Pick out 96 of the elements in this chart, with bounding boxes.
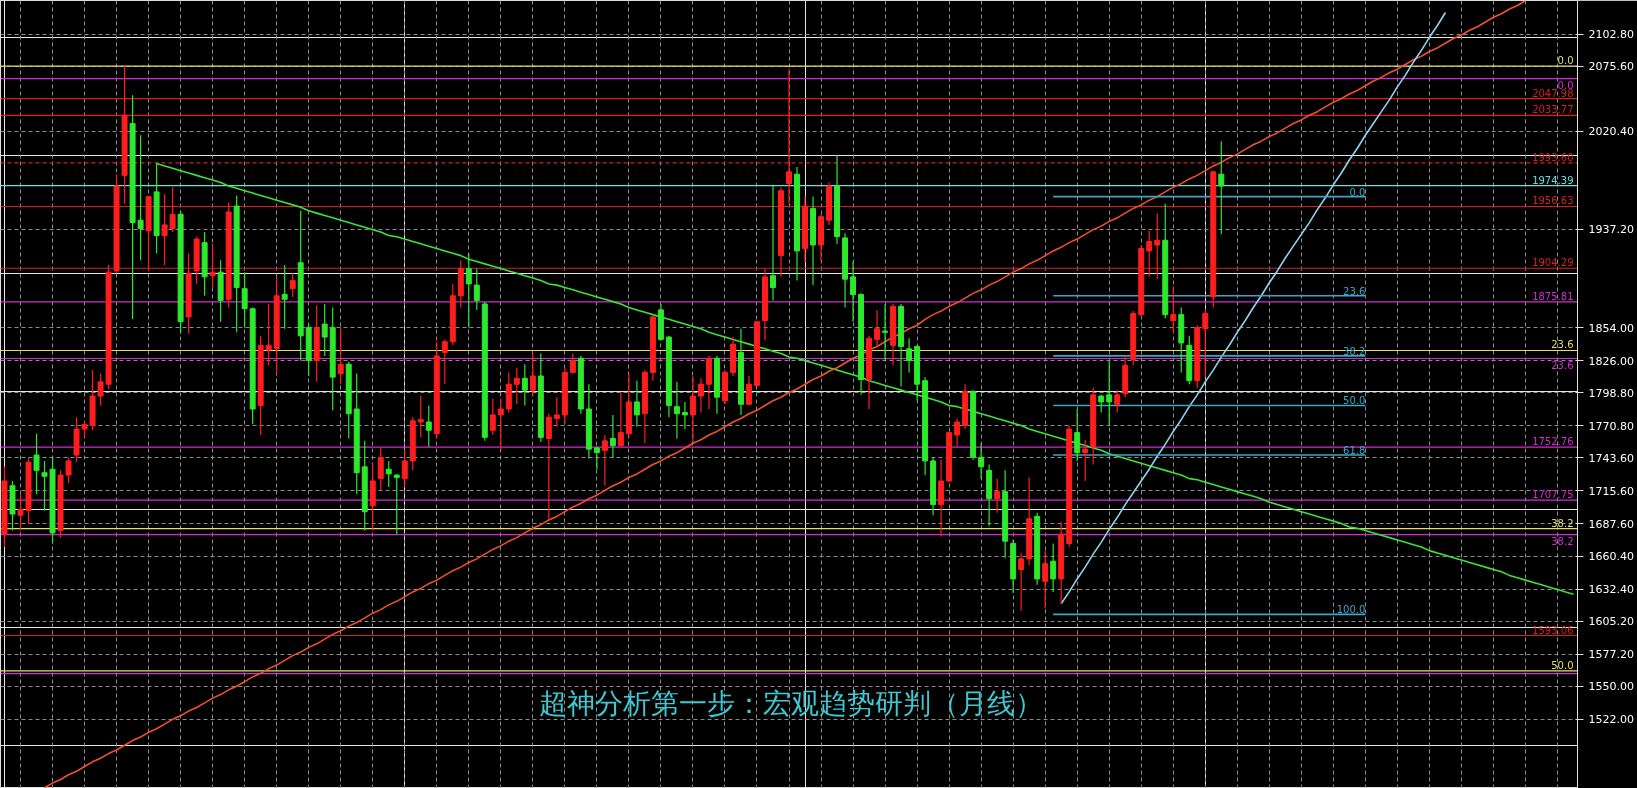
annotation: 23.6 bbox=[1551, 339, 1574, 351]
y-tick-label: 1632.40 bbox=[1588, 583, 1634, 597]
ref-line-label: 1904.29 bbox=[1532, 257, 1574, 269]
candlestick bbox=[569, 352, 576, 375]
candlestick bbox=[681, 401, 688, 430]
candlestick bbox=[1074, 408, 1081, 462]
candlestick bbox=[770, 185, 776, 302]
candlestick bbox=[441, 338, 448, 385]
y-tick-label: 1854.00 bbox=[1588, 321, 1634, 335]
candlestick bbox=[473, 267, 480, 311]
y-tick-label: 1937.20 bbox=[1588, 223, 1634, 237]
ref-line-label: 1752.76 bbox=[1532, 436, 1574, 448]
candlestick bbox=[609, 414, 616, 458]
candlestick bbox=[1050, 542, 1057, 593]
candlestick bbox=[65, 456, 72, 484]
candlestick bbox=[633, 380, 640, 428]
ref-line-label: 1875.81 bbox=[1532, 290, 1574, 302]
candlestick bbox=[745, 375, 752, 407]
candlestick bbox=[393, 473, 400, 535]
ref-line-label: 2033.77 bbox=[1532, 104, 1574, 116]
candlestick bbox=[697, 377, 704, 414]
candlestick bbox=[601, 434, 608, 487]
candlestick bbox=[497, 397, 504, 451]
candlestick bbox=[553, 396, 560, 428]
candlestick bbox=[994, 478, 1001, 514]
annotation: 38.2 bbox=[1551, 535, 1574, 547]
ref-line-label: 1974.39 bbox=[1532, 174, 1574, 186]
candlestick bbox=[385, 460, 392, 488]
candlestick bbox=[289, 272, 296, 298]
candlestick bbox=[689, 375, 696, 443]
candlestick bbox=[1042, 550, 1049, 610]
candlestick bbox=[938, 459, 945, 538]
ref-line-label: 1956.63 bbox=[1532, 195, 1574, 207]
candlestick bbox=[521, 363, 528, 407]
y-tick-label: 1522.00 bbox=[1588, 713, 1634, 727]
candlestick bbox=[1154, 212, 1161, 280]
candlestick bbox=[882, 303, 889, 362]
candlestick bbox=[874, 309, 881, 348]
annotation: 38.2 bbox=[1551, 517, 1574, 529]
candlestick bbox=[786, 68, 792, 205]
candlestick bbox=[529, 352, 536, 397]
candlestick bbox=[209, 243, 216, 289]
line-series bbox=[43, 0, 1527, 788]
y-tick-label: 2075.60 bbox=[1588, 60, 1634, 74]
candlestick bbox=[1018, 552, 1025, 612]
candlestick bbox=[241, 271, 248, 329]
candlestick bbox=[513, 367, 520, 405]
series-label: 0.0 bbox=[1349, 186, 1366, 198]
y-tick-label: 1687.60 bbox=[1588, 517, 1634, 531]
candlestick bbox=[1114, 389, 1121, 414]
y-tick-label: 1660.40 bbox=[1588, 550, 1634, 564]
candlestick bbox=[1170, 285, 1177, 333]
series-label: 23.6 bbox=[1343, 285, 1366, 297]
line-series bbox=[1060, 11, 1447, 605]
annotation: 0.0 bbox=[1557, 55, 1574, 67]
candlestick bbox=[401, 449, 408, 488]
candlestick bbox=[417, 395, 424, 438]
candlestick bbox=[33, 433, 40, 495]
ref-line-label: 1593.06 bbox=[1532, 624, 1574, 636]
series-label: 100.0 bbox=[1336, 604, 1366, 616]
y-tick-label: 1798.80 bbox=[1588, 386, 1634, 400]
y-tick-label: 1826.00 bbox=[1588, 354, 1634, 368]
candlestick bbox=[1146, 230, 1153, 278]
y-tick-label: 2102.80 bbox=[1588, 28, 1634, 42]
y-tick-label: 1550.00 bbox=[1588, 680, 1634, 694]
annotation: 50.0 bbox=[1551, 659, 1574, 671]
candlestick bbox=[321, 303, 328, 357]
series-label: 61.8 bbox=[1343, 445, 1366, 457]
candlestick bbox=[377, 446, 384, 492]
candlestick bbox=[489, 397, 496, 436]
candlestick bbox=[281, 264, 288, 330]
series-label: 50.0 bbox=[1343, 395, 1366, 407]
candlestick bbox=[425, 404, 432, 448]
candlestick bbox=[1082, 439, 1089, 482]
y-tick-label: 1605.20 bbox=[1588, 615, 1634, 629]
y-tick-label: 1770.80 bbox=[1588, 419, 1634, 433]
y-tick-label: 1577.20 bbox=[1588, 648, 1634, 662]
line-series bbox=[155, 162, 1575, 596]
candlestick bbox=[1202, 309, 1209, 378]
candlestick bbox=[1218, 140, 1225, 235]
y-tick-label: 2020.40 bbox=[1588, 125, 1634, 139]
candlestick bbox=[545, 413, 552, 521]
candlestick bbox=[906, 337, 913, 374]
candlestick bbox=[954, 417, 961, 448]
candlestick bbox=[673, 381, 680, 440]
candlestick bbox=[617, 391, 624, 448]
annotation: 23.6 bbox=[1551, 359, 1574, 371]
candlestick bbox=[465, 252, 472, 329]
y-tick-label: 1743.60 bbox=[1588, 451, 1634, 465]
candlestick bbox=[978, 442, 985, 480]
candlestick bbox=[337, 326, 344, 385]
y-tick-label: 1715.60 bbox=[1588, 484, 1634, 498]
candlestick bbox=[1106, 360, 1113, 427]
candlestick bbox=[850, 260, 857, 323]
candlestick bbox=[265, 303, 272, 366]
ref-line-label: 1707.75 bbox=[1532, 489, 1574, 501]
